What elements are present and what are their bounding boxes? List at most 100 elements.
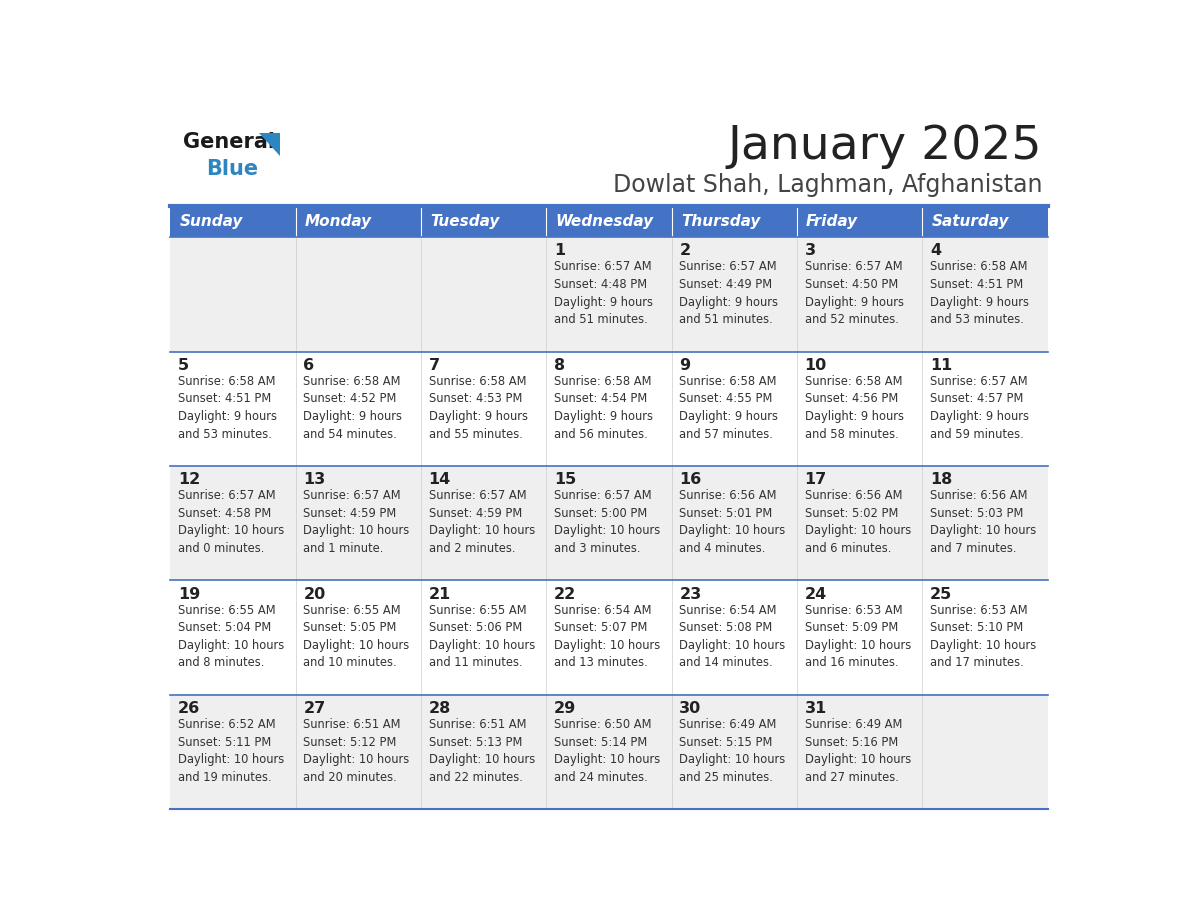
Text: Daylight: 9 hours: Daylight: 9 hours (680, 410, 778, 423)
Text: Sunrise: 6:57 AM: Sunrise: 6:57 AM (554, 489, 651, 502)
Text: Daylight: 9 hours: Daylight: 9 hours (429, 410, 527, 423)
Text: Daylight: 10 hours: Daylight: 10 hours (303, 753, 410, 767)
Text: Daylight: 10 hours: Daylight: 10 hours (429, 639, 535, 652)
Text: and 54 minutes.: and 54 minutes. (303, 428, 397, 441)
Text: Sunrise: 6:54 AM: Sunrise: 6:54 AM (680, 603, 777, 617)
Text: General: General (183, 131, 276, 151)
Text: Sunset: 4:52 PM: Sunset: 4:52 PM (303, 392, 397, 406)
Text: 20: 20 (303, 587, 326, 601)
Text: and 55 minutes.: and 55 minutes. (429, 428, 523, 441)
Text: Daylight: 10 hours: Daylight: 10 hours (554, 639, 661, 652)
Text: and 57 minutes.: and 57 minutes. (680, 428, 773, 441)
Text: Sunrise: 6:56 AM: Sunrise: 6:56 AM (804, 489, 902, 502)
Text: Daylight: 9 hours: Daylight: 9 hours (554, 410, 653, 423)
Bar (170, 695, 1048, 810)
Text: Sunset: 5:16 PM: Sunset: 5:16 PM (804, 735, 898, 748)
Text: 18: 18 (930, 472, 952, 487)
Text: Sunrise: 6:57 AM: Sunrise: 6:57 AM (303, 489, 400, 502)
Text: Sunset: 5:06 PM: Sunset: 5:06 PM (429, 621, 522, 634)
Text: Sunrise: 6:57 AM: Sunrise: 6:57 AM (429, 489, 526, 502)
Text: Daylight: 9 hours: Daylight: 9 hours (303, 410, 403, 423)
Text: 21: 21 (429, 587, 451, 601)
Text: and 22 minutes.: and 22 minutes. (429, 771, 523, 784)
Text: 13: 13 (303, 472, 326, 487)
Text: 26: 26 (178, 701, 201, 716)
Bar (797, 207, 922, 237)
Text: Sunrise: 6:57 AM: Sunrise: 6:57 AM (804, 261, 902, 274)
Bar (170, 207, 296, 237)
Text: Sunset: 5:07 PM: Sunset: 5:07 PM (554, 621, 647, 634)
Text: 6: 6 (303, 358, 315, 373)
Text: 10: 10 (804, 358, 827, 373)
Text: 30: 30 (680, 701, 702, 716)
Text: Tuesday: Tuesday (430, 214, 499, 230)
Text: and 51 minutes.: and 51 minutes. (680, 313, 773, 326)
Text: 3: 3 (804, 243, 816, 258)
Text: Daylight: 10 hours: Daylight: 10 hours (930, 639, 1036, 652)
Bar (170, 237, 1048, 352)
Text: and 17 minutes.: and 17 minutes. (930, 656, 1024, 669)
Text: Sunrise: 6:50 AM: Sunrise: 6:50 AM (554, 718, 651, 731)
Bar (296, 207, 421, 237)
Text: Dowlat Shah, Laghman, Afghanistan: Dowlat Shah, Laghman, Afghanistan (613, 174, 1042, 197)
Text: Sunrise: 6:55 AM: Sunrise: 6:55 AM (303, 603, 400, 617)
Text: Sunset: 5:10 PM: Sunset: 5:10 PM (930, 621, 1023, 634)
Text: and 56 minutes.: and 56 minutes. (554, 428, 647, 441)
Text: Daylight: 10 hours: Daylight: 10 hours (303, 639, 410, 652)
Text: 1: 1 (554, 243, 565, 258)
Bar (170, 466, 1048, 580)
Text: Sunrise: 6:51 AM: Sunrise: 6:51 AM (429, 718, 526, 731)
Text: 16: 16 (680, 472, 702, 487)
Text: 11: 11 (930, 358, 952, 373)
Text: Sunset: 5:09 PM: Sunset: 5:09 PM (804, 621, 898, 634)
Text: Sunset: 4:56 PM: Sunset: 4:56 PM (804, 392, 898, 406)
Text: Sunrise: 6:52 AM: Sunrise: 6:52 AM (178, 718, 276, 731)
Text: Sunrise: 6:58 AM: Sunrise: 6:58 AM (303, 375, 400, 387)
Bar (671, 207, 797, 237)
Text: Sunrise: 6:57 AM: Sunrise: 6:57 AM (178, 489, 276, 502)
Text: Sunset: 5:00 PM: Sunset: 5:00 PM (554, 507, 647, 520)
Text: Sunset: 4:57 PM: Sunset: 4:57 PM (930, 392, 1023, 406)
Text: 24: 24 (804, 587, 827, 601)
Text: Daylight: 10 hours: Daylight: 10 hours (680, 639, 785, 652)
Text: and 25 minutes.: and 25 minutes. (680, 771, 773, 784)
Text: Sunset: 5:05 PM: Sunset: 5:05 PM (303, 621, 397, 634)
Text: Sunset: 4:51 PM: Sunset: 4:51 PM (930, 278, 1023, 291)
Bar (170, 352, 1048, 466)
Text: Sunrise: 6:57 AM: Sunrise: 6:57 AM (554, 261, 651, 274)
Text: Sunrise: 6:53 AM: Sunrise: 6:53 AM (930, 603, 1028, 617)
Text: Sunrise: 6:49 AM: Sunrise: 6:49 AM (680, 718, 777, 731)
Text: 14: 14 (429, 472, 451, 487)
Text: and 27 minutes.: and 27 minutes. (804, 771, 898, 784)
Text: 19: 19 (178, 587, 201, 601)
Bar (922, 207, 1048, 237)
Text: 15: 15 (554, 472, 576, 487)
Text: and 59 minutes.: and 59 minutes. (930, 428, 1024, 441)
Text: and 52 minutes.: and 52 minutes. (804, 313, 898, 326)
Bar (170, 580, 1048, 695)
Text: and 1 minute.: and 1 minute. (303, 542, 384, 555)
Text: Sunset: 5:14 PM: Sunset: 5:14 PM (554, 735, 647, 748)
Text: and 4 minutes.: and 4 minutes. (680, 542, 765, 555)
Text: Sunrise: 6:55 AM: Sunrise: 6:55 AM (429, 603, 526, 617)
Text: Daylight: 10 hours: Daylight: 10 hours (804, 753, 911, 767)
Text: and 13 minutes.: and 13 minutes. (554, 656, 647, 669)
Text: and 6 minutes.: and 6 minutes. (804, 542, 891, 555)
Text: Sunrise: 6:57 AM: Sunrise: 6:57 AM (930, 375, 1028, 387)
Text: Sunset: 4:59 PM: Sunset: 4:59 PM (303, 507, 397, 520)
Text: 8: 8 (554, 358, 565, 373)
Text: Saturday: Saturday (931, 214, 1009, 230)
Text: Sunrise: 6:58 AM: Sunrise: 6:58 AM (680, 375, 777, 387)
Text: Sunset: 5:08 PM: Sunset: 5:08 PM (680, 621, 772, 634)
Text: Sunrise: 6:54 AM: Sunrise: 6:54 AM (554, 603, 651, 617)
Text: Sunset: 4:48 PM: Sunset: 4:48 PM (554, 278, 647, 291)
Text: Daylight: 10 hours: Daylight: 10 hours (680, 753, 785, 767)
Text: Sunset: 4:55 PM: Sunset: 4:55 PM (680, 392, 772, 406)
Text: Sunset: 4:58 PM: Sunset: 4:58 PM (178, 507, 271, 520)
Text: Sunset: 4:59 PM: Sunset: 4:59 PM (429, 507, 522, 520)
Text: Thursday: Thursday (681, 214, 760, 230)
Text: and 24 minutes.: and 24 minutes. (554, 771, 647, 784)
Text: Sunset: 5:12 PM: Sunset: 5:12 PM (303, 735, 397, 748)
Text: January 2025: January 2025 (727, 124, 1042, 169)
Text: 5: 5 (178, 358, 189, 373)
